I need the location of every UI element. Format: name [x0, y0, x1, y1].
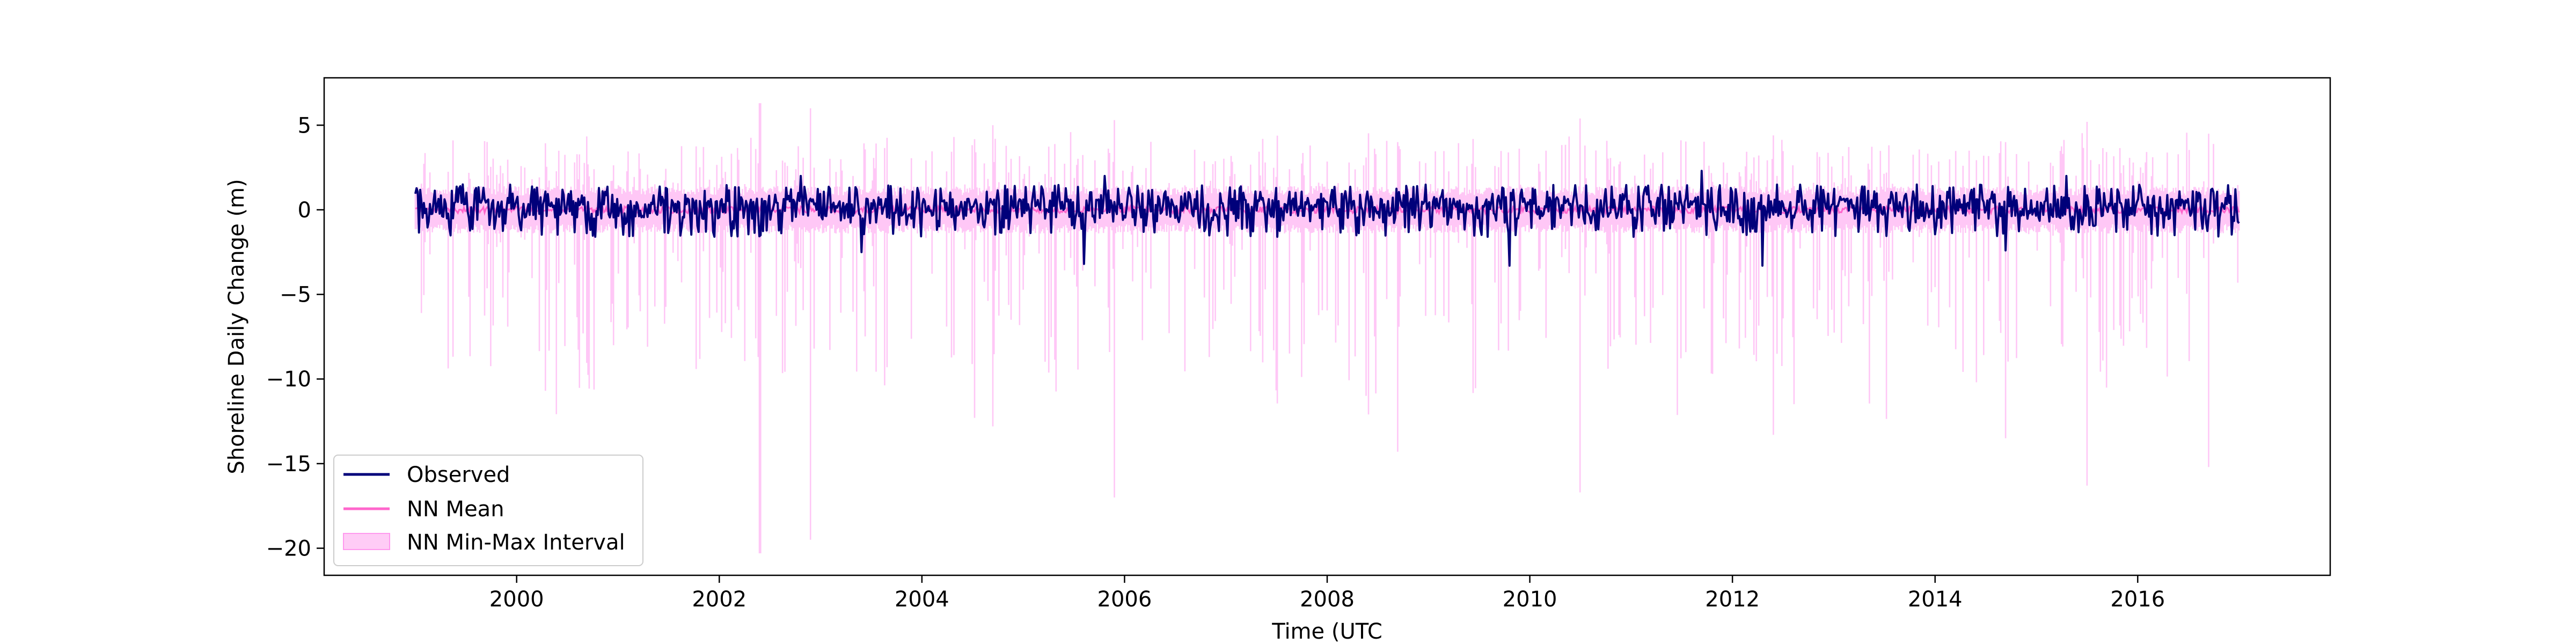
x-tick-label: 2008	[1300, 587, 1355, 612]
y-tick-label: 0	[298, 198, 311, 223]
x-tick-label: 2006	[1097, 587, 1152, 612]
x-axis: 2000 2002 2004 2006 2008 2010 2012 2014 2016	[489, 575, 2165, 612]
legend-swatch-interval	[343, 533, 390, 550]
observed-line	[414, 170, 2240, 267]
x-tick-label: 2016	[2110, 587, 2165, 612]
legend-frame	[333, 455, 643, 566]
legend-label-nn-mean: NN Mean	[407, 497, 504, 522]
x-tick-label: 2014	[1908, 587, 1963, 612]
legend-label-observed: Observed	[407, 463, 510, 487]
y-axis-label: Shoreline Daily Change (m)	[224, 179, 249, 474]
x-tick-label: 2002	[692, 587, 747, 612]
y-tick-label: −20	[266, 537, 311, 561]
y-tick-label: −5	[280, 283, 311, 308]
x-axis-label: Time (UTC	[1271, 619, 1382, 644]
legend-label-interval: NN Min-Max Interval	[407, 530, 625, 555]
x-tick-label: 2000	[489, 587, 544, 612]
x-tick-label: 2010	[1503, 587, 1557, 612]
x-tick-label: 2004	[895, 587, 949, 612]
plot-content	[414, 103, 2240, 553]
y-axis: 5 0 −5 −10 −15 −20	[266, 113, 324, 561]
legend: Observed NN Mean NN Min-Max Interval	[333, 455, 643, 566]
series-observed	[414, 170, 2240, 267]
y-tick-label: −15	[266, 452, 311, 477]
x-tick-label: 2012	[1705, 587, 1760, 612]
y-tick-label: 5	[298, 113, 311, 138]
y-tick-label: −10	[266, 367, 311, 392]
